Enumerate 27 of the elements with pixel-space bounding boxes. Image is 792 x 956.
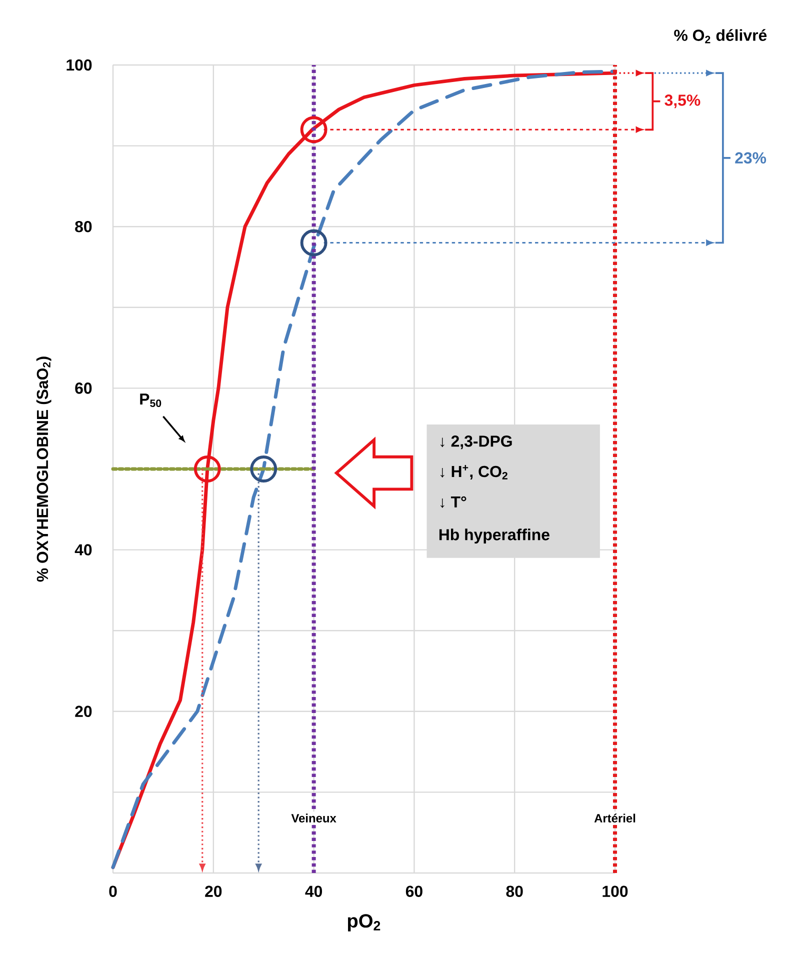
x-tick-label: 80 <box>506 886 523 897</box>
ref-line-label: Veineux <box>291 814 336 822</box>
point <box>300 116 328 144</box>
text: 3,5% <box>664 94 700 108</box>
y-axis-title: % OXYHEMOGLOBINE (SaO$_{2}$) <box>36 356 52 582</box>
annotation: ↓ 2,3-DPG <box>440 436 512 450</box>
x-tick-label: 100 <box>602 886 628 897</box>
y-tick-label: 60 <box>75 382 92 394</box>
annotation: ↓ H$^{+}$, CO$_{2}$ <box>440 464 508 480</box>
point <box>194 456 221 482</box>
x-tick-label: 60 <box>406 886 422 897</box>
x-tick-label: 20 <box>205 886 222 897</box>
text: % O$_{2}$ délivré <box>674 29 767 44</box>
ref-line-label: Artériel <box>594 814 636 823</box>
y-tick-label: 80 <box>75 220 92 232</box>
annotation: ↓ T° <box>440 496 466 508</box>
y-tick-label: 20 <box>75 706 92 718</box>
text: 23% <box>735 152 766 164</box>
x-tick-label: 0 <box>109 886 117 897</box>
annotation: Hb hyperaffine <box>439 528 550 544</box>
point <box>300 229 328 256</box>
annotation: P$_{50}$ <box>140 394 162 408</box>
y-tick-label: 40 <box>74 544 92 556</box>
x-axis-title: pO$_{2}$ <box>348 914 380 932</box>
point <box>250 456 278 482</box>
x-tick-label: 40 <box>305 886 322 897</box>
y-tick-label: 100 <box>66 59 92 71</box>
